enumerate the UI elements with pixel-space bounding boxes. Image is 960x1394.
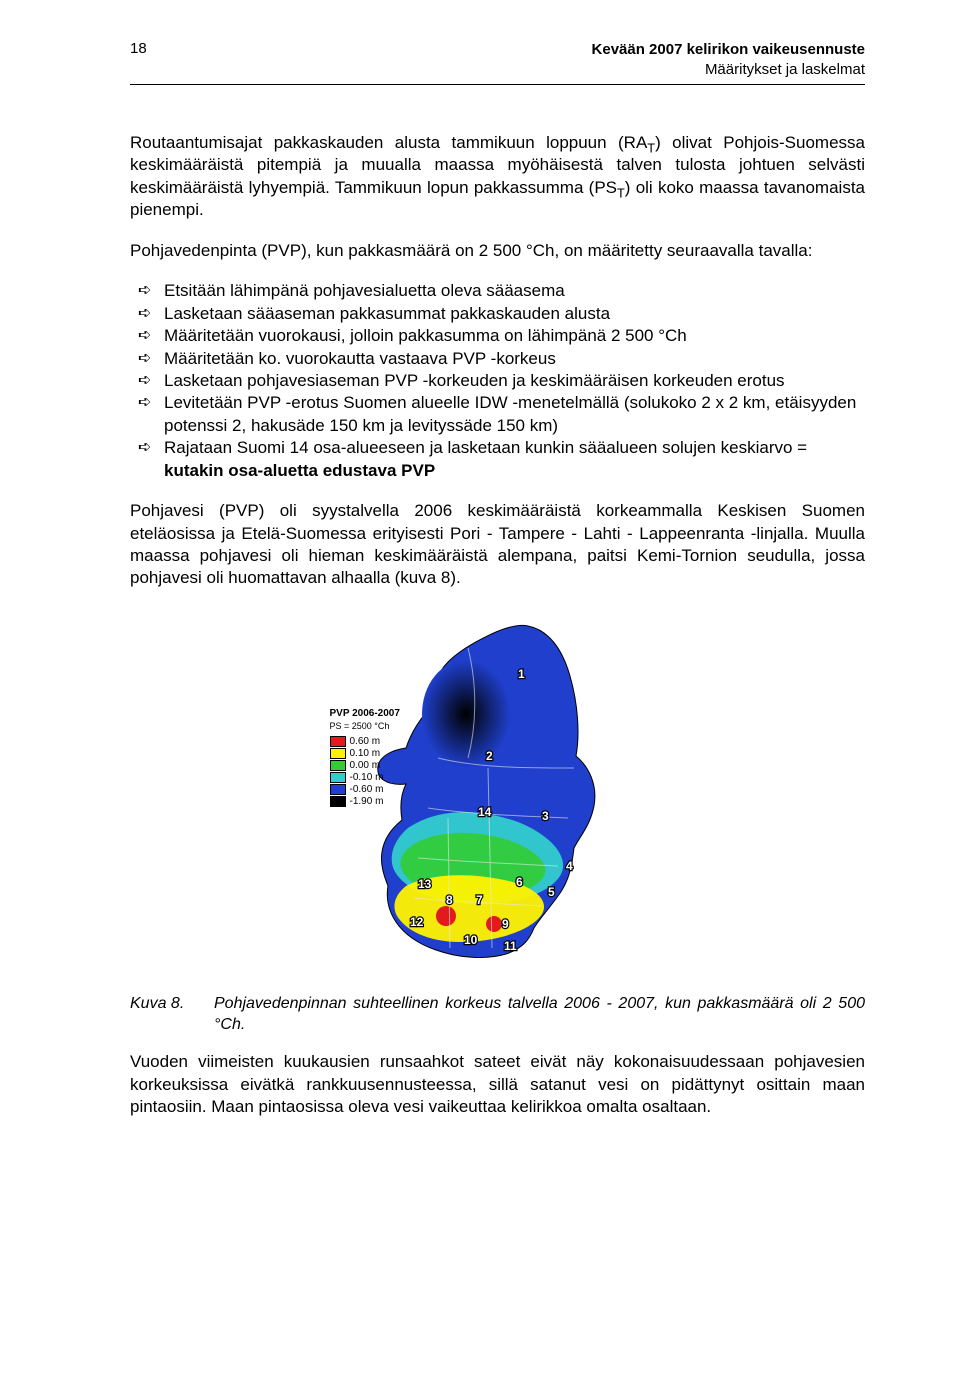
legend-title: PVP 2006-2007 — [330, 708, 400, 720]
header-rule — [130, 84, 865, 85]
bullet-item: Etsitään lähimpänä pohjavesialuetta olev… — [130, 280, 865, 302]
label-4: 4 — [566, 859, 573, 873]
legend-swatch — [330, 796, 346, 807]
label-6: 6 — [516, 875, 523, 889]
body-content: Routaantumisajat pakkaskauden alusta tam… — [130, 132, 865, 1118]
legend-label: 0.00 m — [350, 760, 381, 772]
legend-row: 0.60 m — [330, 736, 400, 748]
bullet-item: Rajataan Suomi 14 osa-alueeseen ja laske… — [130, 437, 865, 482]
label-3: 3 — [542, 809, 549, 823]
legend-swatch — [330, 748, 346, 759]
legend-label: -0.10 m — [350, 772, 384, 784]
legend-swatch — [330, 772, 346, 783]
header-title: Kevään 2007 kelirikon vaikeusennuste — [592, 40, 865, 60]
legend-row: 0.00 m — [330, 760, 400, 772]
legend-swatch — [330, 736, 346, 747]
paragraph-3: Pohjavesi (PVP) oli syystalvella 2006 ke… — [130, 500, 865, 590]
bullet-item: Levitetään PVP -erotus Suomen alueelle I… — [130, 392, 865, 437]
legend-label: -1.90 m — [350, 796, 384, 808]
page: 18 Kevään 2007 kelirikon vaikeusennuste … — [0, 0, 960, 1394]
running-header: Kevään 2007 kelirikon vaikeusennuste Mää… — [592, 40, 865, 81]
label-8: 8 — [446, 893, 453, 907]
page-number: 18 — [130, 40, 147, 57]
legend-label: 0.60 m — [350, 736, 381, 748]
label-1: 1 — [518, 667, 525, 681]
legend-label: -0.60 m — [350, 784, 384, 796]
label-9: 9 — [502, 917, 509, 931]
bullet-item: Lasketaan pohjavesiaseman PVP -korkeuden… — [130, 370, 865, 392]
caption-label: Kuva 8. — [130, 993, 214, 1035]
label-14: 14 — [478, 805, 492, 819]
figure-caption: Kuva 8. Pohjavedenpinnan suhteellinen ko… — [130, 993, 865, 1035]
legend-row: -0.10 m — [330, 772, 400, 784]
map-legend: PVP 2006-2007 PS = 2500 °Ch 0.60 m0.10 m… — [330, 708, 400, 808]
legend-swatch — [330, 760, 346, 771]
bullet-item: Määritetään ko. vuorokautta vastaava PVP… — [130, 348, 865, 370]
label-5: 5 — [548, 885, 555, 899]
bullet-list: Etsitään lähimpänä pohjavesialuetta olev… — [130, 280, 865, 482]
label-12: 12 — [410, 915, 424, 929]
legend-row: -0.60 m — [330, 784, 400, 796]
hot-spot-1 — [436, 906, 456, 926]
label-11: 11 — [504, 939, 517, 953]
label-2: 2 — [486, 749, 493, 763]
header-subtitle: Määritykset ja laskelmat — [592, 60, 865, 80]
legend-subtitle: PS = 2500 °Ch — [330, 721, 400, 732]
label-7: 7 — [476, 893, 483, 907]
legend-row: 0.10 m — [330, 748, 400, 760]
bullet-item: Määritetään vuorokausi, jolloin pakkasum… — [130, 325, 865, 347]
label-13: 13 — [418, 877, 432, 891]
hot-spot-2 — [486, 916, 502, 932]
caption-text: Pohjavedenpinnan suhteellinen korkeus ta… — [214, 993, 865, 1035]
bullet-item: Lasketaan sääaseman pakkasummat pakkaska… — [130, 303, 865, 325]
region-deep-low — [422, 660, 510, 768]
figure-8: 1 2 3 4 5 6 7 8 9 10 11 12 13 14 — [130, 608, 865, 973]
legend-swatch — [330, 784, 346, 795]
paragraph-4: Vuoden viimeisten kuukausien runsaahkot … — [130, 1051, 865, 1118]
label-10: 10 — [464, 933, 478, 947]
legend-row: -1.90 m — [330, 796, 400, 808]
paragraph-2: Pohjavedenpinta (PVP), kun pakkasmäärä o… — [130, 240, 865, 262]
legend-label: 0.10 m — [350, 748, 381, 760]
paragraph-1: Routaantumisajat pakkaskauden alusta tam… — [130, 132, 865, 222]
